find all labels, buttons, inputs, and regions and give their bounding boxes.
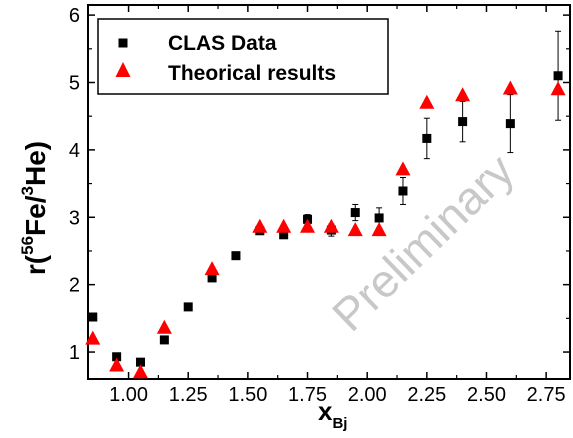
legend-label-theory: Theorical results (168, 62, 336, 85)
theory-data-point (348, 222, 363, 236)
clas-data-point (184, 302, 193, 311)
theory-data-point (455, 87, 470, 101)
theory-data-point (157, 320, 172, 334)
theory-data-point (205, 261, 220, 275)
clas-data-point (160, 335, 169, 344)
x-tick-label: 2.75 (527, 384, 566, 406)
clas-data-point (506, 119, 515, 128)
x-axis-title: xBj (318, 396, 347, 432)
clas-data-point (458, 117, 467, 126)
theory-data-point (133, 364, 148, 378)
clas-data-point (231, 251, 240, 260)
theory-data-point (109, 358, 124, 372)
theory-data-point (252, 219, 267, 233)
theory-data-point (372, 222, 387, 236)
x-tick-label: 2.00 (348, 384, 387, 406)
theory-data-point (276, 219, 291, 233)
theory-data-point (300, 219, 315, 233)
theory-data-point (551, 81, 566, 95)
y-axis-title-mid: Fe/ (20, 195, 51, 236)
x-axis-title-sub: Bj (332, 415, 347, 432)
y-axis-title: r(56Fe/3He) (18, 141, 51, 275)
y-axis-title-prefix: r( (20, 254, 51, 275)
theory-data-point (395, 161, 410, 175)
y-tick-label: 6 (69, 5, 80, 27)
theory-data-point (324, 219, 339, 233)
legend-label-clas: CLAS Data (168, 32, 277, 55)
y-tick-label: 1 (69, 342, 80, 364)
clas-data-point (422, 134, 431, 143)
clas-data-point (375, 213, 384, 222)
x-tick-label: 1.50 (228, 384, 267, 406)
y-tick-label: 5 (69, 72, 80, 94)
y-tick-label: 3 (69, 207, 80, 229)
x-axis-title-main: x (318, 396, 333, 426)
theory-data-point (503, 81, 518, 95)
x-tick-label: 2.25 (407, 384, 446, 406)
x-tick-label: 1.00 (109, 384, 148, 406)
x-tick-label: 1.25 (169, 384, 208, 406)
y-axis-title-suffix: He) (20, 141, 51, 186)
y-axis-title-sup1: 56 (18, 236, 37, 255)
watermark-text: Preliminary (322, 144, 524, 341)
y-tick-label: 2 (69, 275, 80, 297)
y-axis-title-sup2: 3 (18, 186, 37, 195)
clas-data-point (351, 208, 360, 217)
clas-data-point (88, 313, 97, 322)
legend-marker-clas (119, 39, 128, 48)
clas-data-point (398, 186, 407, 195)
x-tick-label: 2.50 (467, 384, 506, 406)
y-tick-label: 4 (69, 140, 80, 162)
clas-data-point (554, 71, 563, 80)
theory-data-point (419, 95, 434, 109)
